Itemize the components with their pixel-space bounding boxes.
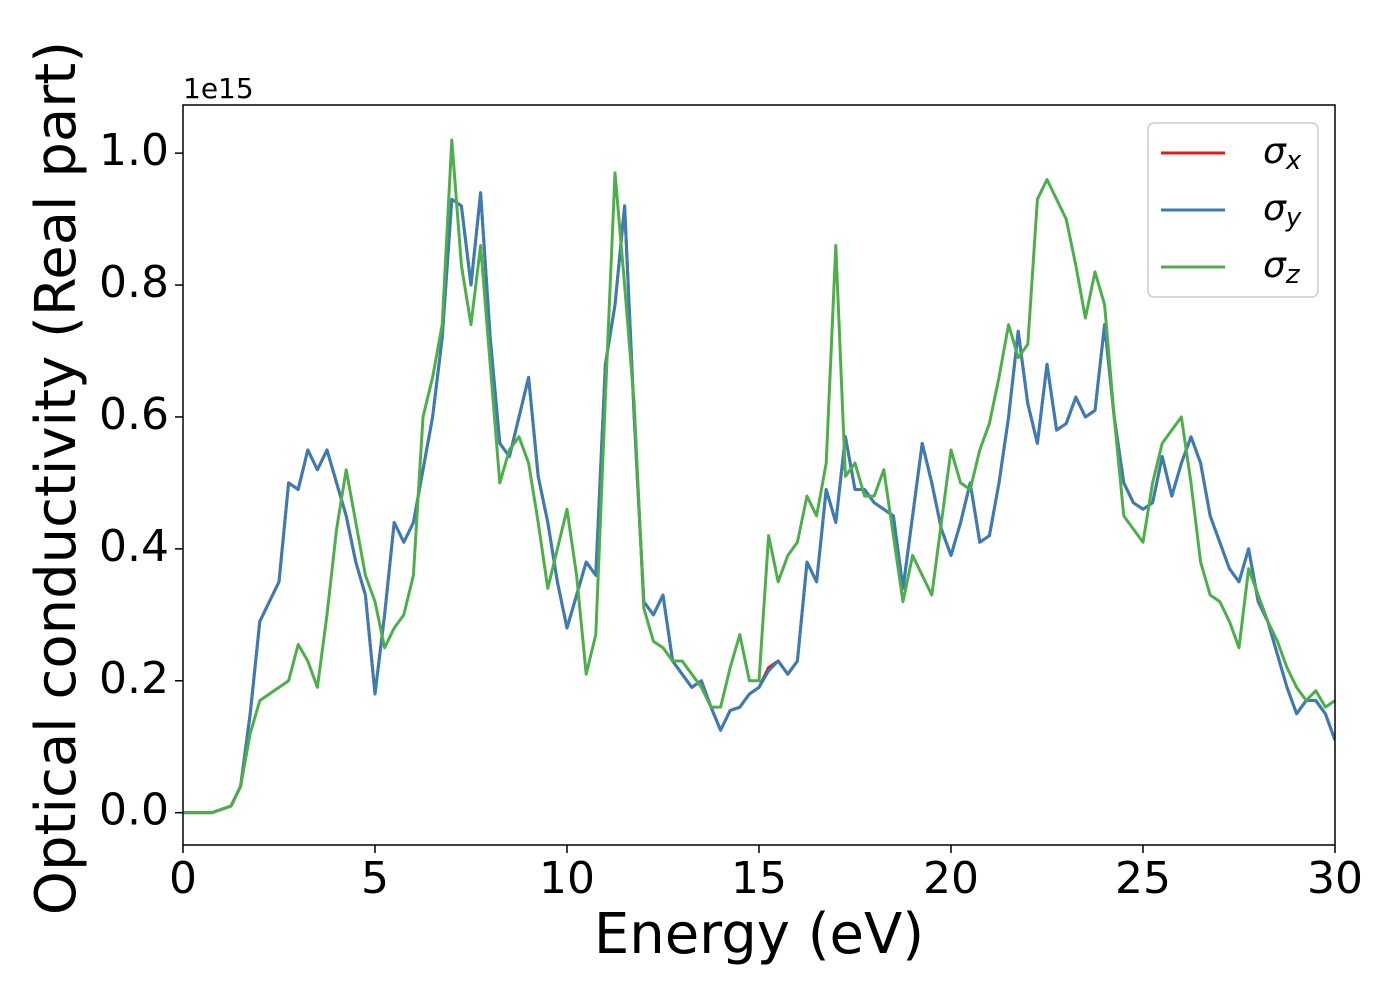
x-tick-label: 0	[169, 853, 197, 904]
legend-label: σy	[1263, 188, 1302, 233]
y-tick-label: 0.0	[99, 785, 169, 836]
y-tick-label: 0.2	[99, 653, 169, 704]
offset-text: 1e15	[183, 72, 254, 105]
y-tick-label: 0.8	[99, 257, 169, 308]
legend-box	[1147, 122, 1319, 298]
y-tick-label: 1.0	[99, 125, 169, 176]
x-tick-label: 15	[731, 853, 787, 904]
series-line	[183, 138, 1335, 815]
x-axis-label: Energy (eV)	[594, 902, 924, 967]
y-tick-label: 0.6	[99, 389, 169, 440]
legend-label: σx	[1263, 131, 1302, 176]
x-tick-label: 5	[361, 853, 389, 904]
y-tick-label: 0.4	[99, 521, 169, 572]
x-tick-label: 10	[539, 853, 595, 904]
x-tick-label: 20	[923, 853, 979, 904]
y-axis-label: Optical conductivity (Real part)	[24, 41, 89, 915]
x-tick-label: 25	[1115, 853, 1171, 904]
x-tick-label: 30	[1307, 853, 1363, 904]
plot-frame	[182, 104, 1336, 846]
legend-label: σz	[1263, 245, 1301, 290]
series-line	[183, 191, 1335, 815]
